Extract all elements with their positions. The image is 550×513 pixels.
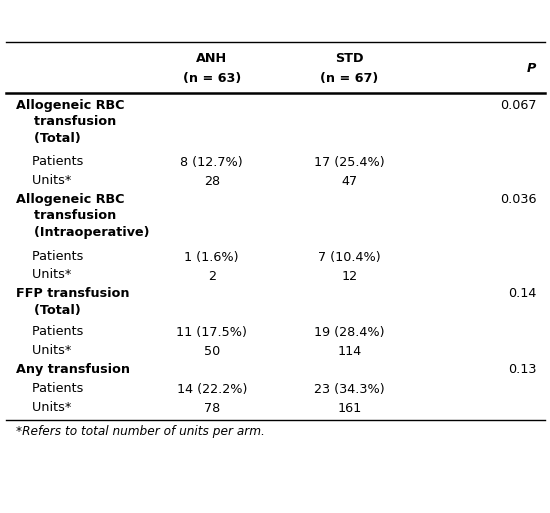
Text: Patients: Patients (16, 382, 84, 394)
Text: Allogeneic RBC
    transfusion
    (Total): Allogeneic RBC transfusion (Total) (16, 98, 125, 145)
Text: (n = 63): (n = 63) (183, 72, 241, 85)
Text: www.medscape.com: www.medscape.com (231, 7, 360, 20)
Text: 0.036: 0.036 (500, 193, 536, 206)
Text: 114: 114 (337, 345, 361, 358)
Text: Units*: Units* (16, 268, 72, 282)
Text: 23 (34.3%): 23 (34.3%) (314, 383, 384, 396)
Text: 50: 50 (204, 345, 220, 358)
Text: Units*: Units* (16, 174, 72, 187)
Text: 11 (17.5%): 11 (17.5%) (177, 326, 247, 339)
Text: Patients: Patients (16, 155, 84, 168)
Text: FFP transfusion
    (Total): FFP transfusion (Total) (16, 287, 130, 317)
Text: 2: 2 (208, 270, 216, 283)
Text: Medscape®: Medscape® (14, 7, 101, 20)
Text: Any transfusion: Any transfusion (16, 363, 130, 376)
Text: 7 (10.4%): 7 (10.4%) (318, 251, 381, 264)
Text: (n = 67): (n = 67) (320, 72, 378, 85)
Text: ANH: ANH (196, 52, 227, 66)
Text: 161: 161 (337, 402, 361, 415)
Text: 1 (1.6%): 1 (1.6%) (184, 251, 239, 264)
Text: 0.14: 0.14 (508, 287, 536, 300)
Text: STD: STD (335, 52, 364, 66)
Text: P: P (527, 62, 536, 75)
Text: 12: 12 (341, 270, 358, 283)
Text: 0.13: 0.13 (508, 363, 536, 376)
Text: Patients: Patients (16, 250, 84, 263)
Text: 19 (28.4%): 19 (28.4%) (314, 326, 384, 339)
Text: 8 (12.7%): 8 (12.7%) (180, 156, 243, 169)
Text: Allogeneic RBC
    transfusion
    (Intraoperative): Allogeneic RBC transfusion (Intraoperati… (16, 193, 150, 239)
Text: *Refers to total number of units per arm.: *Refers to total number of units per arm… (16, 425, 265, 438)
Text: 0.067: 0.067 (500, 98, 536, 112)
Text: Source:  Ann Surg © 2008 Lippincott Williams & Wilkins: Source: Ann Surg © 2008 Lippincott Willi… (257, 495, 536, 504)
Text: Units*: Units* (16, 344, 72, 357)
Text: 17 (25.4%): 17 (25.4%) (314, 156, 384, 169)
Text: 78: 78 (204, 402, 220, 415)
Text: 14 (22.2%): 14 (22.2%) (177, 383, 247, 396)
Text: Units*: Units* (16, 401, 72, 413)
Text: 28: 28 (204, 175, 220, 188)
Text: Patients: Patients (16, 325, 84, 338)
Text: 47: 47 (341, 175, 358, 188)
